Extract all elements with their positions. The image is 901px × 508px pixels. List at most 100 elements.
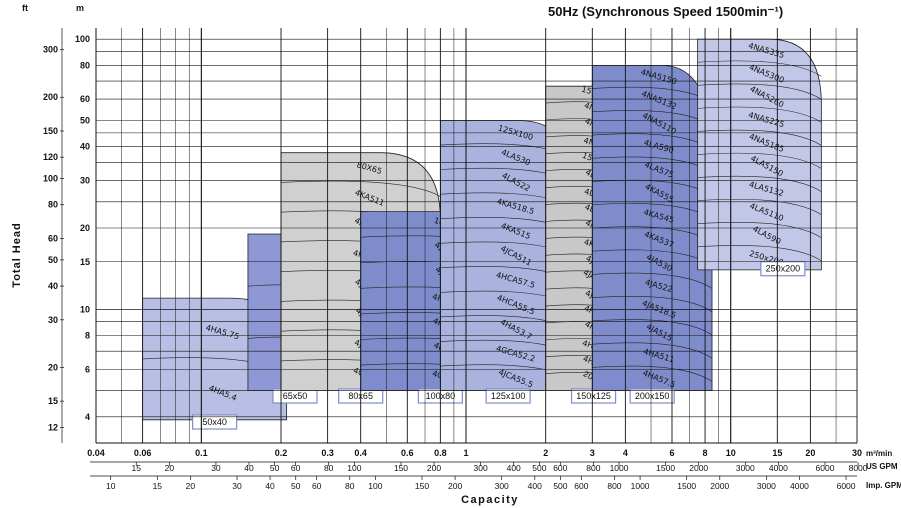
zone-250x200: 4NA53354NA53004NA52604NA52254NA51854LA51… xyxy=(697,38,822,271)
x-tick-impgpm: 300 xyxy=(495,481,509,491)
x-tick-usgpm: 80 xyxy=(324,463,334,473)
y-tick-m: 100 xyxy=(75,34,90,44)
impeller-curve xyxy=(280,180,441,197)
y-tick-m: 80 xyxy=(80,60,90,70)
x-tick-m3min: 30 xyxy=(852,448,862,458)
y-tick-m: 15 xyxy=(80,257,90,267)
y-tick-ft: 80 xyxy=(48,200,58,210)
x-tick-usgpm: 60 xyxy=(291,463,301,473)
x-unit-usgpm: US GPM xyxy=(866,462,898,471)
impeller-curve xyxy=(592,272,713,289)
x-tick-impgpm: 100 xyxy=(368,481,382,491)
y-tick-m: 40 xyxy=(80,142,90,152)
size-label-50x40: 50x40 xyxy=(192,414,238,430)
x-tick-impgpm: 20 xyxy=(186,481,196,491)
size-label-65x50: 65x50 xyxy=(272,388,318,404)
x-tick-impgpm: 80 xyxy=(345,481,355,491)
x-tick-impgpm: 50 xyxy=(291,481,301,491)
x-tick-usgpm: 400 xyxy=(507,463,521,473)
y-tick-ft: 300 xyxy=(43,45,58,55)
x-tick-m3min: 0.3 xyxy=(321,448,334,458)
size-label-text: 125x100 xyxy=(491,391,526,401)
chart-title: 50Hz (Synchronous Speed 1500min⁻¹) xyxy=(548,4,783,19)
x-tick-usgpm: 15 xyxy=(132,463,142,473)
x-tick-usgpm: 50 xyxy=(270,463,280,473)
impeller-curve xyxy=(697,152,822,169)
impeller-curve xyxy=(592,296,713,312)
x-tick-usgpm: 8000 xyxy=(849,463,868,473)
x-tick-m3min: 0.1 xyxy=(195,448,208,458)
size-label-text: 65x50 xyxy=(283,391,308,401)
x-tick-usgpm: 2000 xyxy=(689,463,708,473)
y-tick-ft: 200 xyxy=(43,92,58,102)
impeller-curve xyxy=(592,365,713,382)
x-tick-impgpm: 800 xyxy=(607,481,621,491)
size-label-box xyxy=(485,388,531,404)
y-tick-ft: 20 xyxy=(48,362,58,372)
y-tick-m: 50 xyxy=(80,116,90,126)
y-tick-ft: 40 xyxy=(48,281,58,291)
x-tick-m3min: 0.8 xyxy=(434,448,447,458)
x-tick-m3min: 0.6 xyxy=(401,448,414,458)
x-tick-usgpm: 200 xyxy=(427,463,441,473)
x-tick-impgpm: 30 xyxy=(232,481,242,491)
y-tick-m: 4 xyxy=(85,412,90,422)
x-tick-m3min: 20 xyxy=(805,448,815,458)
y-tick-m: 20 xyxy=(80,223,90,233)
x-tick-m3min: 3 xyxy=(590,448,595,458)
y-tick-m: 10 xyxy=(80,304,90,314)
x-tick-m3min: 4 xyxy=(623,448,628,458)
size-label-250x200: 250x200 xyxy=(760,261,806,277)
y-tick-ft: 30 xyxy=(48,315,58,325)
x-tick-usgpm: 6000 xyxy=(816,463,835,473)
size-label-125x100: 125x100 xyxy=(485,388,531,404)
size-label-text: 150x125 xyxy=(576,391,611,401)
x-tick-m3min: 10 xyxy=(726,448,736,458)
x-tick-usgpm: 100 xyxy=(347,463,361,473)
x-tick-m3min: 0.4 xyxy=(354,448,367,458)
x-tick-m3min: 2 xyxy=(543,448,548,458)
x-tick-m3min: 1 xyxy=(464,448,469,458)
size-label-150x125: 150x125 xyxy=(570,388,617,404)
impeller-curve xyxy=(697,106,822,123)
size-label-box xyxy=(192,414,238,430)
x-tick-m3min: 8 xyxy=(703,448,708,458)
y-axis-label: Total Head xyxy=(11,222,23,287)
y-tick-m: 30 xyxy=(80,175,90,185)
y-tick-m: 60 xyxy=(80,94,90,104)
size-label-text: 250x200 xyxy=(766,264,801,274)
y-tick-m: 8 xyxy=(85,331,90,341)
x-tick-impgpm: 4000 xyxy=(790,481,809,491)
x-tick-impgpm: 500 xyxy=(553,481,567,491)
y-tick-ft: 100 xyxy=(43,174,58,184)
x-tick-impgpm: 150 xyxy=(415,481,429,491)
x-tick-m3min: 0.04 xyxy=(87,448,105,458)
x-tick-m3min: 0.06 xyxy=(134,448,152,458)
x-tick-usgpm: 1500 xyxy=(656,463,675,473)
impeller-curve xyxy=(697,222,822,238)
x-unit-impgpm: Imp. GPM xyxy=(866,481,901,490)
x-axis-label: Capacity xyxy=(461,494,519,506)
size-label-200x150: 200x150 xyxy=(629,388,675,404)
y-tick-ft: 120 xyxy=(43,152,58,162)
impeller-curve xyxy=(697,60,822,77)
x-tick-impgpm: 1000 xyxy=(631,481,650,491)
y-unit-m: m xyxy=(76,3,84,13)
x-tick-usgpm: 1000 xyxy=(610,463,629,473)
x-tick-usgpm: 20 xyxy=(165,463,175,473)
y-tick-ft: 12 xyxy=(48,422,58,432)
x-tick-usgpm: 150 xyxy=(394,463,408,473)
y-tick-ft: 15 xyxy=(48,396,58,406)
y-unit-ft: ft xyxy=(22,3,28,13)
y-tick-ft: 50 xyxy=(48,255,58,265)
x-tick-usgpm: 800 xyxy=(586,463,600,473)
x-tick-usgpm: 4000 xyxy=(769,463,788,473)
x-tick-impgpm: 400 xyxy=(528,481,542,491)
x-tick-usgpm: 300 xyxy=(474,463,488,473)
x-tick-impgpm: 1500 xyxy=(677,481,696,491)
x-tick-impgpm: 3000 xyxy=(757,481,776,491)
x-tick-impgpm: 40 xyxy=(265,481,275,491)
y-tick-ft: 60 xyxy=(48,233,58,243)
impeller-curve xyxy=(697,198,822,215)
